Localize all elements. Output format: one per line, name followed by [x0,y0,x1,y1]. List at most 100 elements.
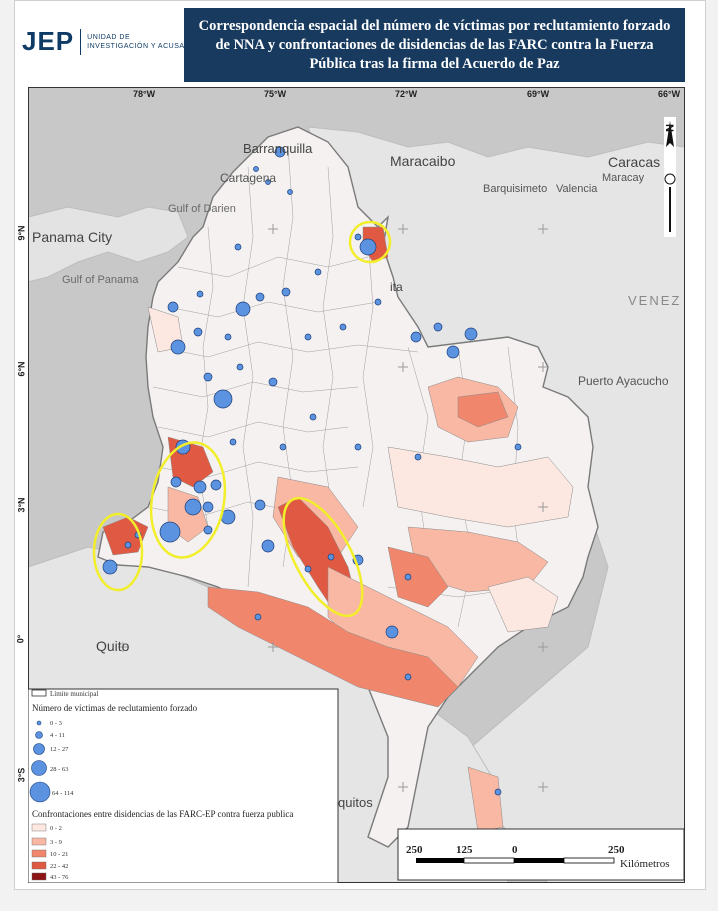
label-cartagena: Cartagena [220,171,276,185]
victim-circle [170,339,186,355]
victim-circle [309,413,317,421]
victim-circle [102,559,118,575]
scale-seg-black [514,858,564,863]
scale-tick: 250 [406,844,423,856]
victim-circle [410,331,422,343]
legend-victims-title: Número de víctimas de reclutamiento forz… [32,703,198,713]
victim-circle [464,327,478,341]
victim-circle [304,565,312,573]
victim-circle [494,788,502,796]
north-arrow-bg [664,117,676,237]
north-label: N [663,124,675,132]
graticule-lat-labels: 9°N 6°N 3°N 0° 3°S [14,0,28,911]
label-caracas: Caracas [608,154,660,170]
victim-circle [213,389,233,409]
region-putumayo [207,586,459,708]
highlight-cauca [149,441,227,559]
scale-tick: 125 [456,844,473,856]
lat-label: 3°S [16,767,27,783]
legend-victims-symbol [33,743,45,755]
logo-line1: Unidad de [87,33,131,41]
scale-bar: 250 125 0 250 Kilómetros [397,828,685,881]
map-title: Correspondencia espacial del número de v… [198,17,671,72]
victim-circle [261,539,275,553]
legend-victims-symbol [31,760,47,776]
region-vaupes [487,576,559,633]
victim-circle [255,292,265,302]
legend-confront-swatch [31,837,47,846]
victim-circle [374,298,382,306]
victim-circles [102,146,522,796]
victim-circle [514,443,522,451]
legend-confront-class: 10 - 21 [50,851,68,858]
scale-tick: 250 [608,844,625,856]
legend-victims-class: 64 - 114 [52,790,74,797]
victim-circle [184,498,202,516]
victim-circle [203,525,213,535]
legend-confront-swatch [31,861,47,870]
label-quito: Quito [96,638,130,654]
victim-circle [279,443,287,451]
victim-circle [304,333,312,341]
victim-circle [281,287,291,297]
victim-circle [414,453,422,461]
victim-circle [170,476,182,488]
scale-bar-box [397,828,685,881]
lat-label: 0° [15,634,26,644]
north-arrow: N [663,117,676,237]
legend: Límite municipal Número de víctimas de r… [28,688,339,883]
lon-label: 66°W [658,89,681,99]
victim-circle [265,179,271,185]
logo-separator [80,28,82,55]
highlight-caqueta [282,496,364,618]
victim-circle [274,146,286,158]
legend-confront-swatch [31,849,47,858]
north-arrow-compass [664,173,676,185]
scale-seg-white [463,857,515,864]
lon-label: 75°W [264,89,287,99]
legend-box [28,688,339,883]
region-arauca-high [457,391,509,428]
legend-victims-class: 12 - 27 [50,746,69,753]
legend-victims-symbol [35,731,43,739]
legend-limit-swatch [31,689,47,697]
legend-victims-symbol [29,781,51,803]
victim-circle [210,479,222,491]
victim-circle [254,613,262,621]
victim-circle [404,673,412,681]
victim-circle [446,345,460,359]
label-maracaibo: Maracaibo [390,153,456,169]
legend-victims-class: 28 - 63 [50,766,68,773]
logo-mark: JEP [22,26,75,56]
map-svg: Barranquilla Cartagena Maracaibo Caracas… [28,87,685,883]
victim-circle [254,499,266,511]
highlight-narino [92,512,144,592]
victim-circle [235,301,251,317]
victim-circle [339,323,347,331]
logo-line2: Investigación y Acusación [87,42,205,50]
legend-confront-class: 43 - 76 [50,874,69,881]
lat-label: 6°N [16,361,27,377]
map-border [28,87,685,883]
legend-limit-label: Límite municipal [50,690,98,698]
label-gulf-panama: Gulf of Panama [62,274,139,286]
victim-circle [433,322,443,332]
victim-circle [193,327,203,337]
legend-confront-class: 0 - 2 [50,825,62,832]
label-venezuela: VENEZ [628,293,681,308]
scale-seg-black [416,858,464,863]
lat-label: 9°N [16,225,27,241]
victim-circle [124,541,132,549]
legend-confront-swatch [31,823,47,832]
label-gulf-darien: Gulf of Darien [168,203,236,215]
label-maracay: Maracay [602,172,645,184]
victim-circle [354,443,362,451]
scale-unit: Kilómetros [620,858,670,870]
victim-circle [236,363,244,371]
map-title-box: Correspondencia espacial del número de v… [184,8,685,82]
legend-victims-class: 0 - 3 [50,720,62,727]
highlight-catatumbo [348,220,392,264]
region-amazonas [467,766,504,833]
north-arrow-head [666,121,674,147]
victim-circle [314,268,322,276]
